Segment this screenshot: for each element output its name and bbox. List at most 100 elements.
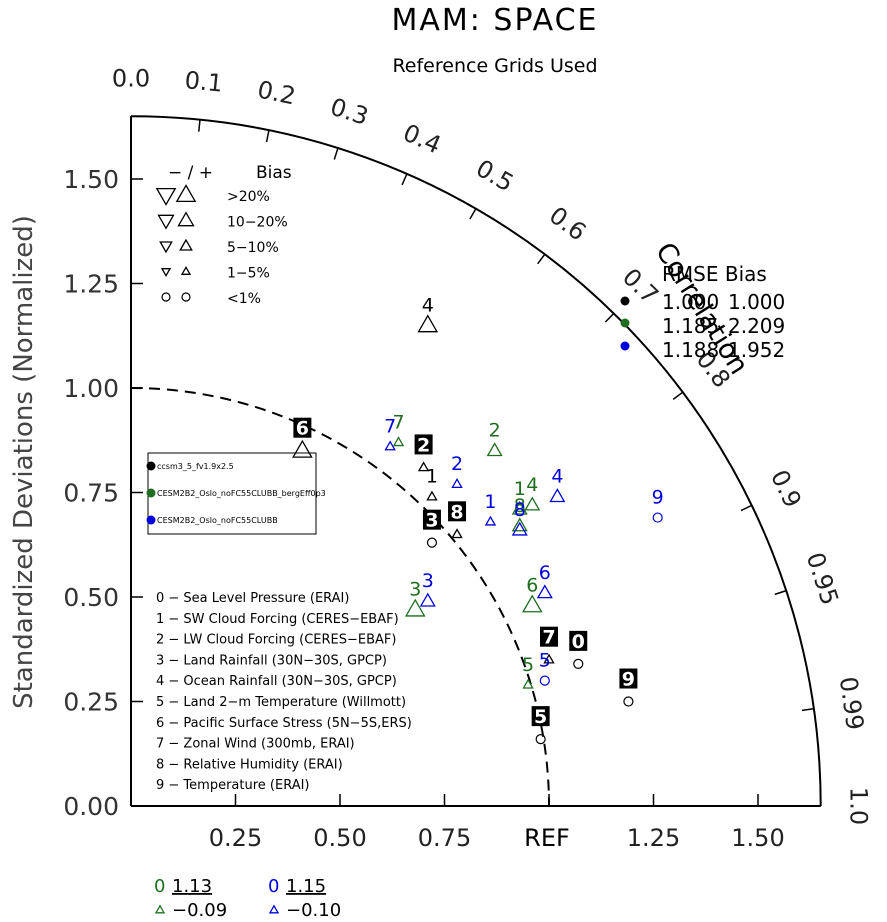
data-marker-triangle <box>404 598 426 617</box>
footer-triangle <box>268 904 280 914</box>
rmse-bias-value: 1.952 <box>728 338 785 362</box>
rmse-series-dot <box>620 296 630 306</box>
rmse-bias-value: 1.000 <box>728 290 785 314</box>
ref-label: REF <box>524 824 570 852</box>
data-label-bg <box>619 668 638 689</box>
bias-legend-header: Bias <box>256 163 292 183</box>
data-label: 5 <box>539 650 551 672</box>
data-marker-triangle <box>549 488 566 503</box>
correlation-tick <box>265 130 270 143</box>
data-marker-triangle <box>417 461 430 472</box>
correlation-tick-label: 0.95 <box>801 549 844 609</box>
data-label: 6 <box>526 574 538 596</box>
data-label-bg <box>531 706 550 727</box>
variable-item: 2 − LW Cloud Forcing (CERES−EBAF) <box>156 633 396 648</box>
y-tick-label: 1.00 <box>63 374 119 403</box>
y-tick-label: 1.25 <box>63 270 119 299</box>
variable-item: 5 − Land 2−m Temperature (Willmott) <box>156 695 406 710</box>
outer-arc <box>130 115 822 807</box>
data-label: 9 <box>652 487 664 509</box>
correlation-tick-label: 0.6 <box>544 201 591 246</box>
variable-item: 9 − Temperature (ERAI) <box>156 778 310 793</box>
x-tick-label: 0.50 <box>313 824 366 852</box>
series-legend-dot <box>146 515 156 525</box>
data-label: 0 <box>572 631 585 653</box>
data-label: 8 <box>514 499 526 521</box>
data-label: 4 <box>551 466 563 488</box>
data-label-bg <box>448 501 467 522</box>
correlation-tick <box>740 504 753 512</box>
data-label: 2 <box>417 434 430 456</box>
bias-legend-range: <1% <box>227 291 261 307</box>
bias-legend-up-marker <box>180 265 192 275</box>
bias-legend-range: 10−20% <box>227 215 288 231</box>
data-marker-triangle <box>417 314 439 333</box>
data-label-bg <box>293 417 312 438</box>
bias-legend-down-marker <box>155 187 177 206</box>
x-tick-label: 1.25 <box>627 824 680 852</box>
data-marker-circle <box>573 658 584 669</box>
correlation-tick-label: 0.3 <box>327 93 372 131</box>
chart-title: MAM: SPACE <box>391 3 598 38</box>
rmse-value: 1.000 <box>662 290 719 314</box>
y-tick-label: 1.50 <box>63 165 119 194</box>
data-marker-triangle <box>511 517 528 532</box>
variable-item: 1 − SW Cloud Forcing (CERES−EBAF) <box>156 612 399 627</box>
correlation-tick <box>537 253 546 265</box>
chart-subtitle: Reference Grids Used <box>392 55 597 77</box>
data-marker-triangle <box>524 496 541 511</box>
data-marker-circle <box>623 696 634 707</box>
variable-item: 7 − Zonal Wind (300mb, ERAI) <box>156 737 355 752</box>
variable-item: 3 − Land Rainfall (30N−30S, GPCP) <box>156 653 387 668</box>
bias-legend-range: 5−10% <box>227 240 279 256</box>
y-tick-label: 0.25 <box>63 688 119 717</box>
footer-label: 0 <box>268 876 279 897</box>
data-label: 8 <box>450 501 463 523</box>
data-label-bg <box>414 434 433 455</box>
footer-value-a: 1.13 <box>172 876 212 897</box>
correlation-tick-label: 0.2 <box>255 75 298 110</box>
rmse-series-dot <box>620 341 630 351</box>
data-marker-circle <box>426 537 438 548</box>
data-label: 2 <box>489 420 501 442</box>
bias-legend-circle <box>161 292 171 302</box>
data-label: 9 <box>622 669 635 691</box>
data-label-bg <box>540 626 558 647</box>
series-legend-name: ccsm3_5_fv1.9x2.5 <box>157 462 234 471</box>
bias-legend-up-marker <box>175 184 197 203</box>
bias-legend-circle <box>181 292 191 302</box>
footer-value-b: −0.10 <box>286 900 341 921</box>
data-marker-triangle <box>292 439 313 458</box>
data-marker-triangle <box>384 440 396 451</box>
data-marker-triangle <box>511 521 528 536</box>
correlation-tick <box>198 119 201 132</box>
x-tick-label: 0.75 <box>418 824 471 852</box>
data-label: 8 <box>514 495 526 517</box>
data-label: 5 <box>534 706 547 728</box>
series-legend-name: CESM2B2_Oslo_noFC55CLUBB_bergEff0p3 <box>157 489 326 498</box>
correlation-tick-label: 0.9 <box>765 466 807 513</box>
data-label: 4 <box>422 294 434 316</box>
bias-legend-down-marker <box>160 268 172 278</box>
data-marker-triangle <box>511 500 528 515</box>
data-marker-circle <box>535 734 546 745</box>
y-tick-label: 0.00 <box>63 792 119 821</box>
data-marker-triangle <box>536 584 553 599</box>
correlation-tick <box>672 391 684 400</box>
bias-legend-range: >20% <box>227 189 270 205</box>
series-legend-dot <box>146 461 156 471</box>
data-marker-triangle <box>486 442 503 457</box>
bias-legend-range: 1−5% <box>227 266 270 282</box>
data-label: 2 <box>451 453 463 475</box>
correlation-tick-label: 0.4 <box>399 119 445 160</box>
correlation-tick-label: 0.5 <box>471 154 518 197</box>
correlation-tick-label: 0.0 <box>112 64 150 92</box>
variable-item: 6 − Pacific Surface Stress (5N−5S,ERS) <box>156 716 412 731</box>
correlation-tick-label: 0.1 <box>183 66 224 98</box>
data-label: 7 <box>542 627 555 649</box>
data-marker-triangle <box>543 653 555 664</box>
data-label: 3 <box>425 510 438 532</box>
y-axis-label: Standardized Deviations (Normalized) <box>9 215 39 709</box>
variable-item: 0 − Sea Level Pressure (ERAI) <box>156 591 349 606</box>
